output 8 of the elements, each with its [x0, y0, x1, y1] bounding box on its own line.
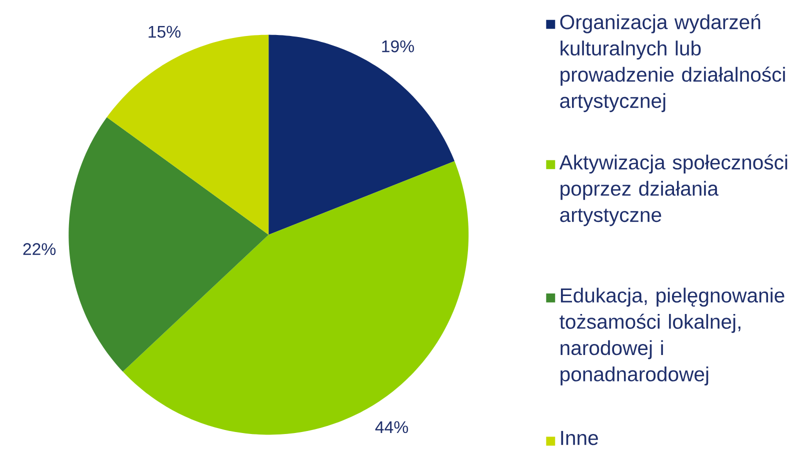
legend-label: Edukacja, pielęgnowanie tożsamości lokalnej, narodowej i ponadnarodowej	[560, 288, 784, 386]
data-label: 22%	[23, 243, 56, 256]
legend-label: Inne	[561, 431, 598, 446]
legend-label: Aktywizacja społeczności poprzez działania artystyczne	[559, 154, 788, 226]
data-label: 15%	[148, 26, 181, 38]
legend-label: Organizacja wydarzeń kulturalnych lub prowadzenie działalności artystycznej	[560, 14, 785, 112]
data-label: 44%	[375, 421, 408, 434]
data-label: 19%	[382, 40, 414, 52]
